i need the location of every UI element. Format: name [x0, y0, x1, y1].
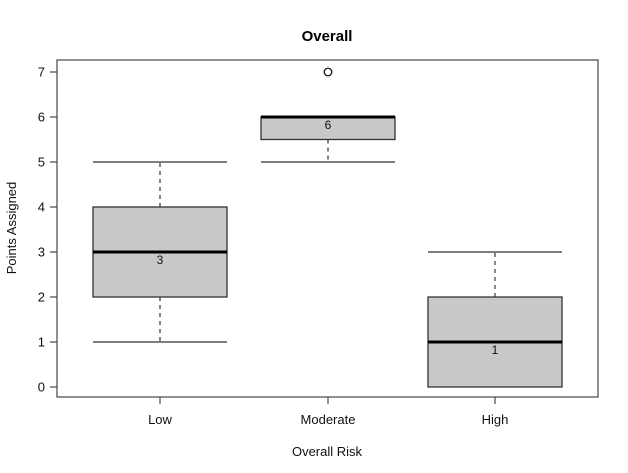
- x-axis-title: Overall Risk: [292, 444, 363, 459]
- y-axis-title: Points Assigned: [4, 182, 19, 275]
- y-tick-label: 0: [38, 380, 45, 395]
- boxplot-moderate-median-label: 6: [325, 118, 332, 132]
- plot-generated-layer: 0 1 2 3 4 5 6 7 Low Moderate High 3 6 1: [38, 59, 599, 427]
- boxplot-moderate-outlier-point: [323, 67, 333, 77]
- y-tick-label: 7: [38, 65, 45, 80]
- y-tick-label: 1: [38, 335, 45, 350]
- chart-title: Overall: [302, 28, 353, 45]
- y-tick-label: 3: [38, 245, 45, 260]
- y-tick-label: 5: [38, 155, 45, 170]
- boxplot-high-median-label: 1: [492, 343, 499, 357]
- y-tick-label: 6: [38, 110, 45, 125]
- x-tick-label: Low: [148, 412, 172, 427]
- boxplot-low-median-label: 3: [157, 253, 164, 267]
- y-tick-label: 4: [38, 200, 45, 215]
- x-tick-label: Moderate: [301, 412, 356, 427]
- x-tick-label: High: [482, 412, 509, 427]
- y-tick-label: 2: [38, 290, 45, 305]
